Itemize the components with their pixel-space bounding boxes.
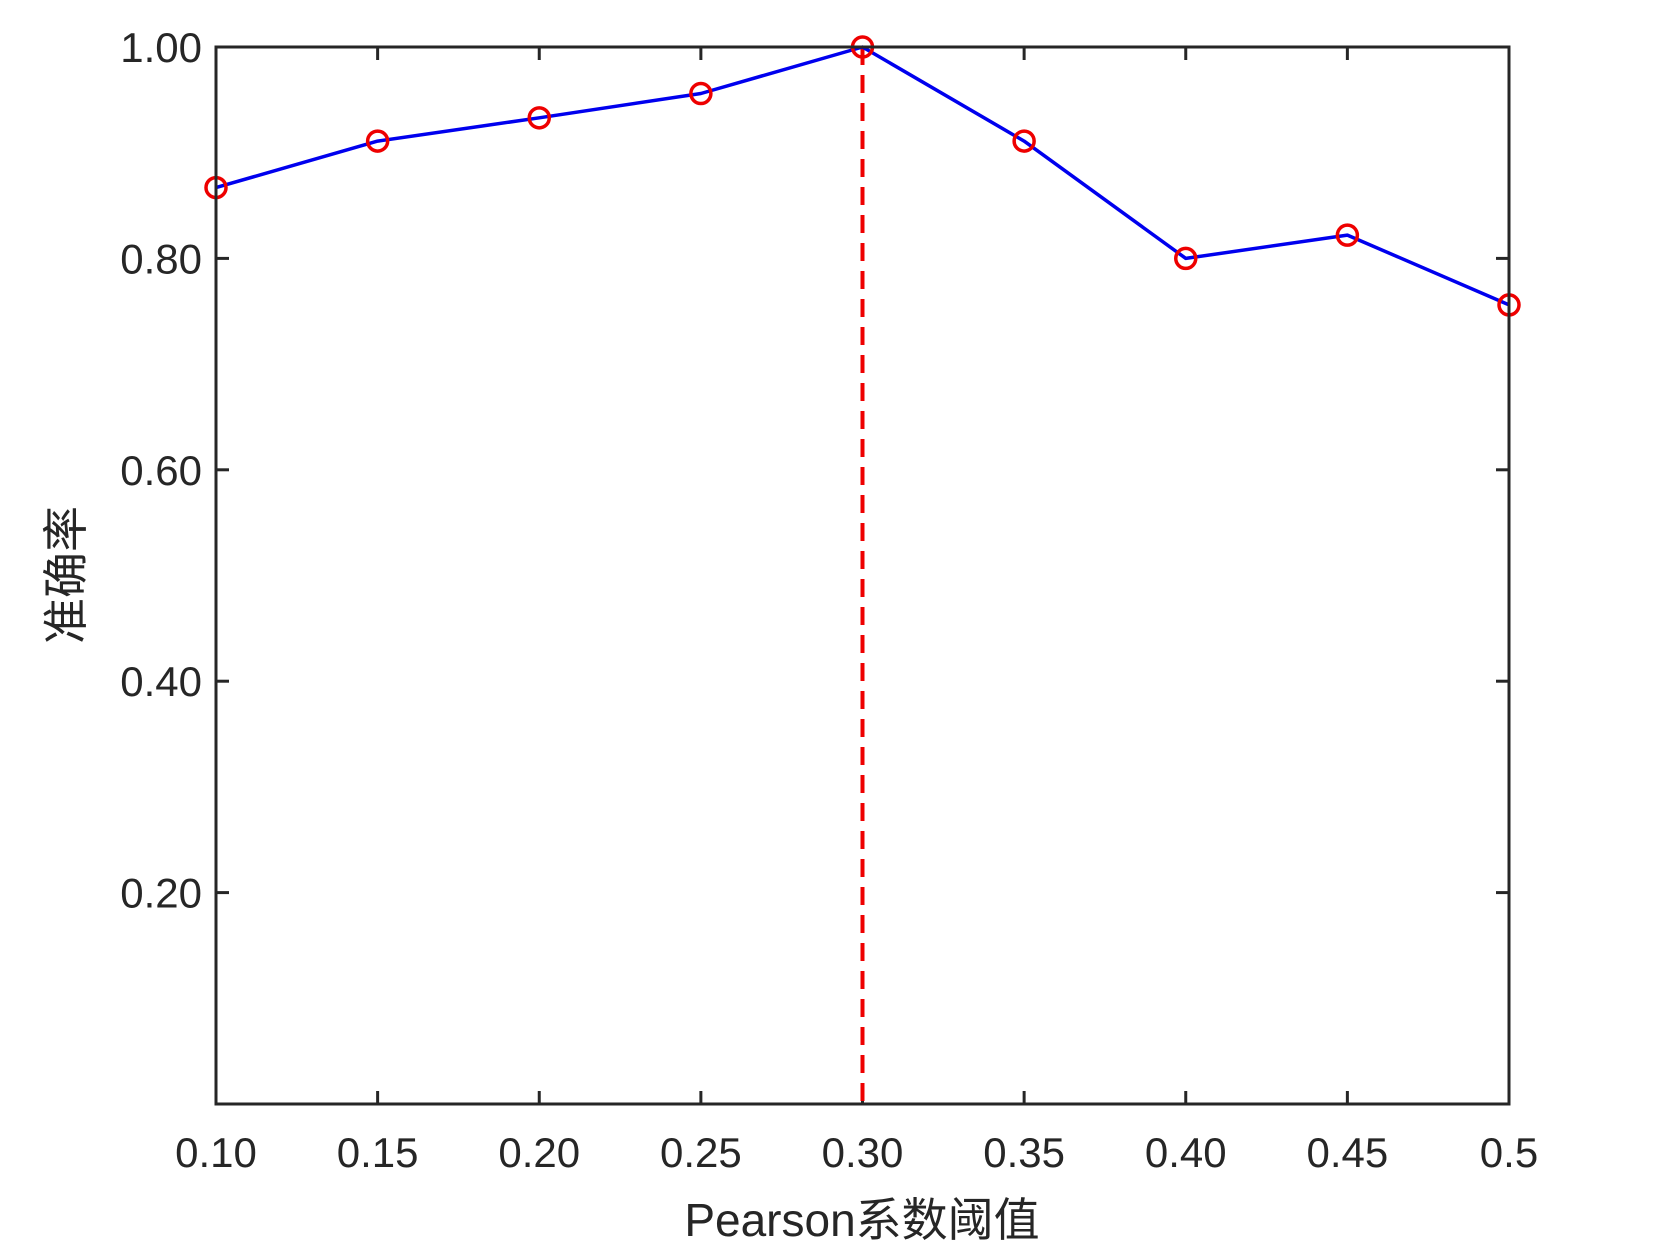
y-tick-label: 0.40 <box>120 658 202 705</box>
y-axis-ticks: 0.20 0.40 0.60 0.80 1.00 <box>120 24 1509 917</box>
x-tick-label: 0.15 <box>337 1129 419 1176</box>
axes-box <box>214 45 1511 1106</box>
data-point-marker <box>1335 223 1360 247</box>
data-point-marker <box>365 129 390 153</box>
data-point-marker <box>527 106 551 130</box>
y-tick-label: 0.80 <box>120 235 202 282</box>
x-tick-label: 0.20 <box>498 1129 580 1176</box>
x-axis-label: Pearson系数阈值 <box>684 1194 1039 1242</box>
y-tick-label: 0.60 <box>120 447 202 494</box>
x-tick-label: 0.40 <box>1145 1129 1227 1176</box>
y-tick-label: 1.00 <box>120 24 202 71</box>
data-point-marker <box>1174 246 1198 271</box>
x-tick-label: 0.5 <box>1480 1129 1538 1176</box>
data-point-marker <box>1012 129 1036 153</box>
y-tick-label: 0.20 <box>120 870 202 917</box>
x-tick-label: 0.35 <box>983 1129 1065 1176</box>
x-tick-label: 0.45 <box>1307 1129 1389 1176</box>
x-tick-label: 0.10 <box>175 1129 257 1176</box>
x-tick-label: 0.30 <box>822 1129 904 1176</box>
x-tick-label: 0.25 <box>660 1129 742 1176</box>
x-axis-ticks: 0.10 0.15 0.20 0.25 0.30 0.35 0.40 0.45 0.5 <box>175 47 1538 1176</box>
data-point-marker <box>689 81 713 106</box>
y-axis-label: 准确率 <box>40 506 92 644</box>
